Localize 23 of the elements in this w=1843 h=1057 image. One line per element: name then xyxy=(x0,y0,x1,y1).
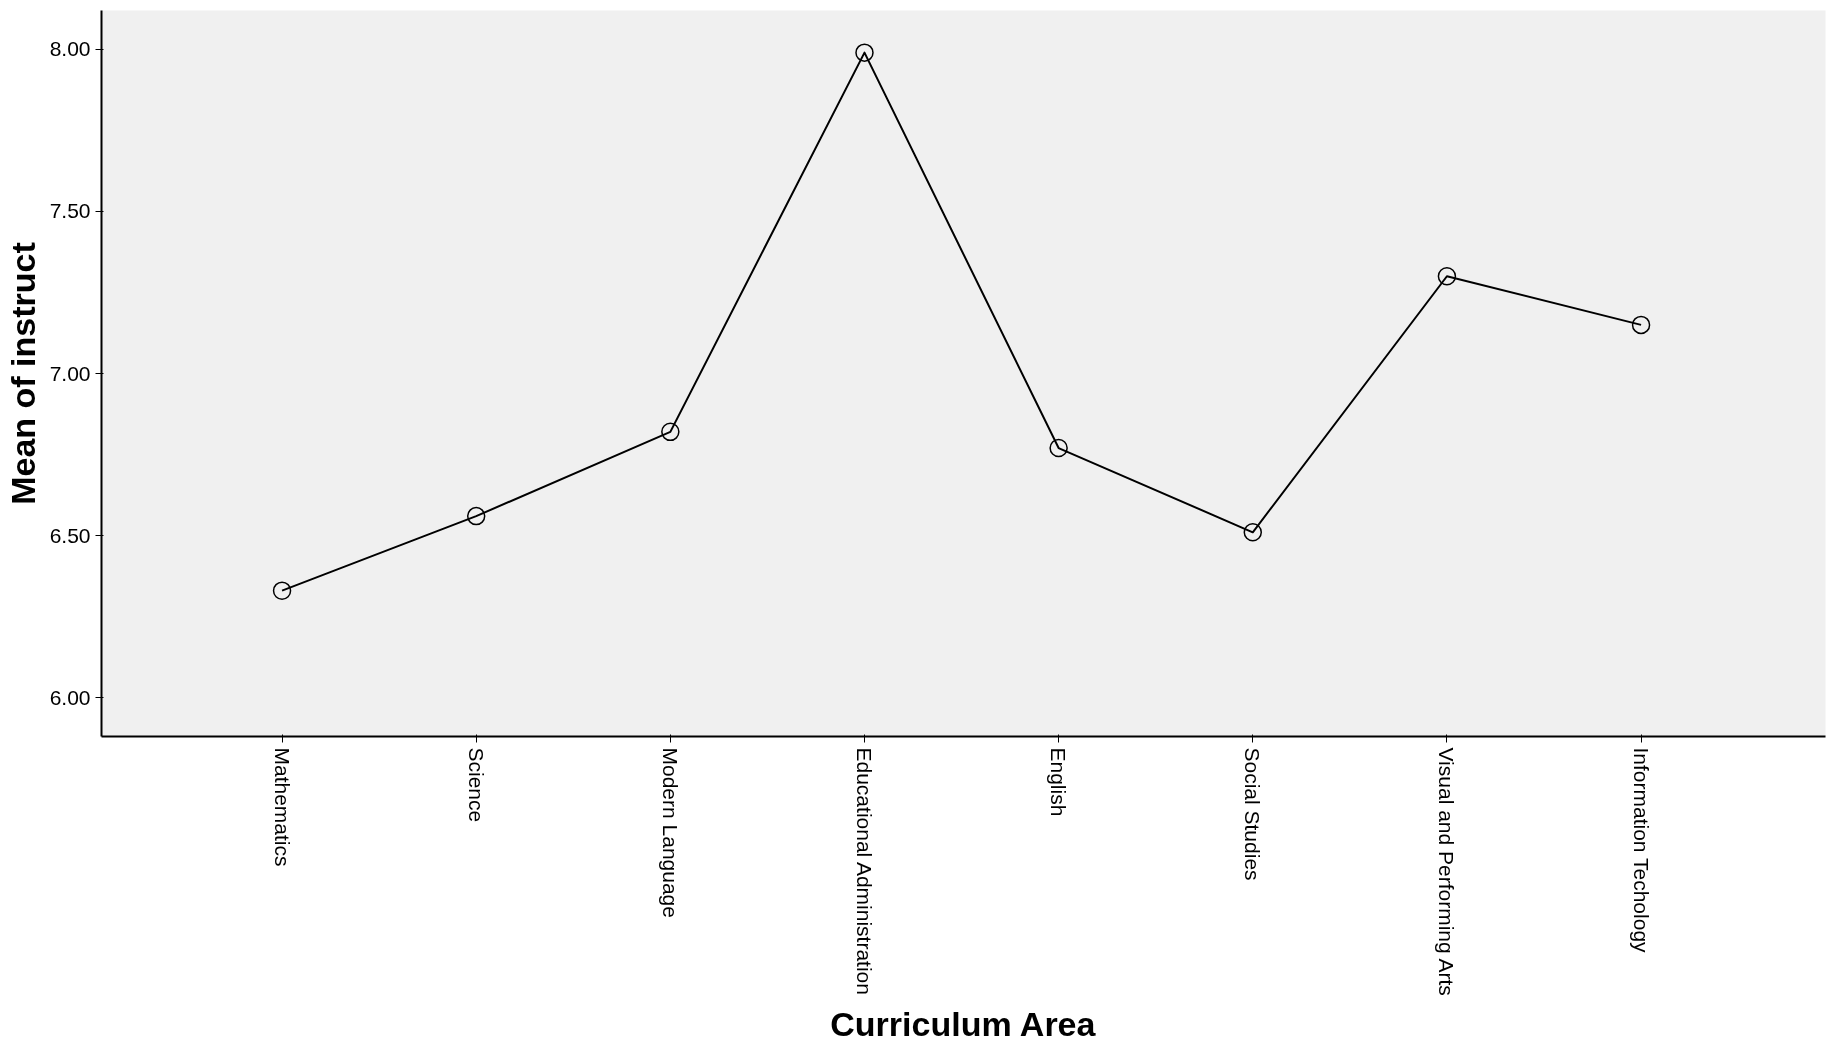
y-tick-label: 6.50 xyxy=(49,523,91,547)
y-tick-label: 7.00 xyxy=(49,361,91,385)
point xyxy=(1243,523,1263,542)
point xyxy=(272,581,292,600)
point xyxy=(661,422,680,442)
y-tick-label: 7.50 xyxy=(49,199,91,223)
y-axis-title: Mean of instruct xyxy=(3,242,42,505)
x-tick-label: Mathematics xyxy=(270,747,294,867)
y-tick-label: 6.00 xyxy=(49,685,91,709)
x-tick-label: Social Studies xyxy=(1241,747,1265,881)
point xyxy=(1049,438,1068,458)
x-tick-label: Educational Administration xyxy=(852,747,876,995)
y-tick-label: 8.00 xyxy=(49,37,91,61)
point xyxy=(855,43,874,62)
x-axis-title: Curriculum Area xyxy=(830,1004,1097,1043)
point xyxy=(1631,315,1651,335)
point xyxy=(1437,267,1457,286)
x-tick-label: Science xyxy=(464,747,488,823)
x-tick-label: English xyxy=(1047,747,1071,817)
point xyxy=(466,506,486,526)
x-tick-label: Modern Language xyxy=(658,747,682,918)
x-tick-label: Information Techology xyxy=(1629,747,1653,954)
x-tick-label: Visual and Performing Arts xyxy=(1435,747,1459,996)
